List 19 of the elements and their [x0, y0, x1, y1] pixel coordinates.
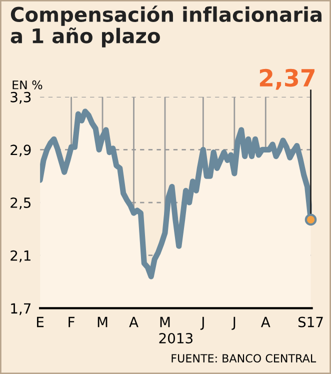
x-tick-label: A [129, 316, 138, 328]
x-tick-label: F [68, 316, 74, 328]
y-tick-label: 3,3 [10, 92, 31, 104]
x-tick-label: S17 [298, 316, 323, 328]
y-tick-label: 2,1 [10, 250, 30, 262]
x-tick-label: M [98, 316, 108, 328]
y-axis-title: EN % [12, 80, 42, 90]
x-axis-title: 2013 [159, 332, 192, 344]
y-tick-label: 2,5 [10, 197, 31, 210]
y-tick-label: 2,9 [10, 144, 31, 157]
x-tick-label: J [232, 316, 236, 330]
chart-title: Compensación inflacionaria a 1 año plazo [10, 6, 322, 48]
x-tick-label: A [261, 316, 270, 328]
x-tick-label: E [37, 316, 44, 328]
annotation: 2,37 [260, 68, 314, 90]
x-tick-label: M [160, 316, 170, 328]
source-note: FUENTE: BANCO CENTRAL [172, 354, 316, 362]
y-tick-label: 1,7 [11, 303, 31, 316]
x-tick-label: J [200, 316, 204, 330]
